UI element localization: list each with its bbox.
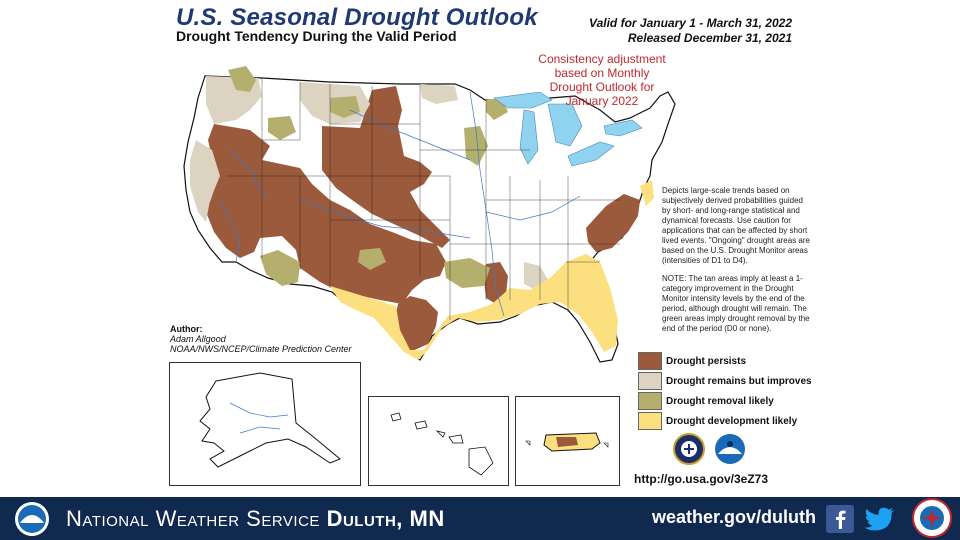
great-lakes bbox=[493, 91, 643, 167]
legend-label: Drought persists bbox=[666, 355, 747, 367]
legend-item-persists: Drought persists bbox=[638, 351, 812, 371]
description-block: Depicts large-scale trends based on subj… bbox=[662, 186, 812, 342]
alaska-inset bbox=[169, 362, 361, 486]
nws-footer: National Weather Service Duluth, MN weat… bbox=[0, 497, 960, 540]
doc-seal-icon bbox=[673, 433, 705, 465]
valid-dates: Valid for January 1 - March 31, 2022 bbox=[589, 16, 792, 30]
author-block: Author: Adam Allgood NOAA/NWS/NCEP/Clima… bbox=[170, 324, 352, 354]
author-name: Adam Allgood bbox=[170, 334, 226, 344]
footer-title: National Weather Service Duluth, MN bbox=[66, 506, 445, 532]
outlook-link[interactable]: http://go.usa.gov/3eZ73 bbox=[634, 472, 769, 486]
author-org: NOAA/NWS/NCEP/Climate Prediction Center bbox=[170, 344, 352, 354]
alaska-map bbox=[199, 372, 341, 468]
hawaii-map bbox=[390, 412, 494, 476]
map-title: U.S. Seasonal Drought Outlook bbox=[176, 4, 538, 31]
drought-outlook-graphic: U.S. Seasonal Drought Outlook Drought Te… bbox=[169, 4, 812, 486]
footer-link[interactable]: weather.gov/duluth bbox=[652, 507, 817, 527]
legend: Drought persists Drought remains but imp… bbox=[638, 351, 812, 431]
consistency-note: Consistency adjustment based on Monthly … bbox=[538, 52, 666, 108]
persist-west bbox=[206, 124, 446, 304]
noaa-logo-icon bbox=[15, 502, 49, 536]
twitter-icon[interactable] bbox=[864, 505, 896, 533]
legend-label: Drought remains but improves bbox=[666, 375, 812, 387]
puerto-rico-inset bbox=[515, 396, 620, 486]
persist-southeast bbox=[586, 194, 640, 252]
map-subtitle: Drought Tendency During the Valid Period bbox=[176, 28, 457, 44]
drought-removal-areas bbox=[228, 66, 508, 288]
nws-seal-icon bbox=[912, 498, 952, 538]
legend-item-development: Drought development likely bbox=[638, 411, 812, 431]
legend-swatch bbox=[638, 352, 662, 370]
legend-swatch bbox=[638, 392, 662, 410]
conus-map bbox=[183, 66, 676, 363]
footer-office: Duluth, MN bbox=[326, 506, 445, 531]
persist-plains bbox=[322, 86, 450, 248]
puerto-rico-map bbox=[525, 432, 609, 452]
persist-tx bbox=[394, 296, 438, 352]
legend-swatch bbox=[638, 372, 662, 390]
legend-swatch bbox=[638, 412, 662, 430]
legend-label: Drought development likely bbox=[666, 415, 798, 427]
legend-item-improves: Drought remains but improves bbox=[638, 371, 812, 391]
noaa-logo-icon bbox=[715, 434, 745, 464]
author-label: Author: bbox=[170, 324, 203, 334]
state-lines bbox=[226, 78, 620, 320]
description-para-2: NOTE: The tan areas imply at least a 1-c… bbox=[662, 274, 810, 333]
released-date: Released December 31, 2021 bbox=[627, 31, 792, 45]
persist-ms bbox=[484, 262, 508, 304]
hawaii-inset bbox=[368, 396, 509, 486]
footer-org: National Weather Service bbox=[66, 506, 320, 531]
drought-development-areas bbox=[330, 180, 654, 360]
legend-item-removal: Drought removal likely bbox=[638, 391, 812, 411]
drought-persists-areas bbox=[206, 86, 640, 352]
valid-period: Valid for January 1 - March 31, 2022 Rel… bbox=[532, 16, 792, 46]
description-para-1: Depicts large-scale trends based on subj… bbox=[662, 186, 810, 265]
agency-logos bbox=[673, 433, 745, 465]
facebook-icon[interactable] bbox=[826, 505, 854, 533]
legend-label: Drought removal likely bbox=[666, 395, 774, 407]
